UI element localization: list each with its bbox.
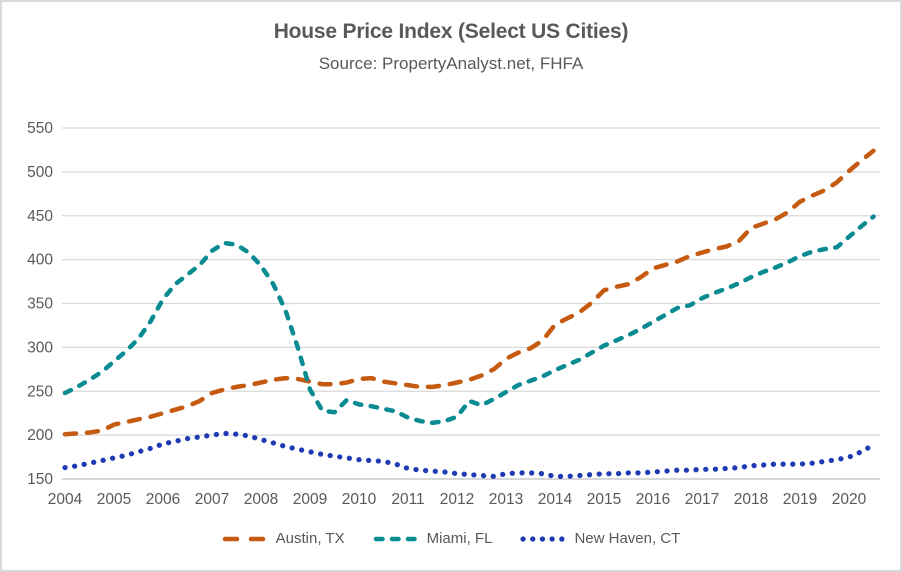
- miami-fl-line-marker-icon: [373, 536, 419, 541]
- x-tick-label: 2008: [244, 491, 278, 508]
- y-tick-label: 350: [27, 296, 53, 313]
- y-tick-label: 400: [27, 252, 53, 269]
- chart-title: House Price Index (Select US Cities): [273, 20, 629, 43]
- x-tick-label: 2015: [587, 491, 621, 508]
- x-tick-label: 2020: [832, 491, 867, 508]
- legend-item-new-haven-ct: New Haven, CT: [520, 530, 680, 547]
- x-tick-label: 2010: [342, 491, 377, 508]
- miami-fl-line: [62, 214, 876, 426]
- new-haven-ct-line-marker-icon: [520, 535, 568, 542]
- x-tick-label: 2009: [293, 491, 327, 508]
- x-tick-label: 2007: [195, 491, 229, 508]
- legend-label: New Haven, CT: [574, 530, 681, 547]
- legend-label: Austin, TX: [275, 530, 345, 547]
- x-tick-label: 2006: [146, 491, 180, 508]
- y-tick-label: 150: [27, 471, 53, 488]
- y-tick-label: 500: [27, 164, 53, 181]
- y-tick-label: 250: [27, 383, 53, 400]
- legend-item-miami-fl: Miami, FL: [373, 530, 493, 547]
- x-tick-label: 2014: [538, 491, 573, 508]
- legend: Austin, TX Miami, FL New Haven, CT: [2, 530, 900, 547]
- x-tick-label: 2019: [783, 491, 817, 508]
- y-tick-label: 200: [27, 427, 53, 444]
- x-tick-label: 2018: [734, 491, 768, 508]
- x-tick-label: 2017: [685, 491, 719, 508]
- y-tick-label: 300: [27, 339, 53, 356]
- x-tick-label: 2012: [440, 491, 474, 508]
- y-tick-label: 450: [27, 208, 53, 225]
- x-tick-label: 2004: [48, 491, 83, 508]
- x-tick-label: 2013: [489, 491, 523, 508]
- new-haven-ct-line: [62, 430, 877, 479]
- austin-tx-line-marker-icon: [222, 536, 268, 541]
- y-tick-label: 550: [27, 120, 53, 137]
- austin-tx-line: [62, 148, 876, 437]
- chart-subtitle: Source: PropertyAnalyst.net, FHFA: [318, 54, 584, 73]
- x-tick-label: 2005: [97, 491, 131, 508]
- legend-item-austin-tx: Austin, TX: [222, 530, 345, 547]
- legend-label: Miami, FL: [426, 530, 493, 547]
- x-tick-label: 2016: [636, 491, 670, 508]
- x-tick-label: 2011: [391, 491, 424, 508]
